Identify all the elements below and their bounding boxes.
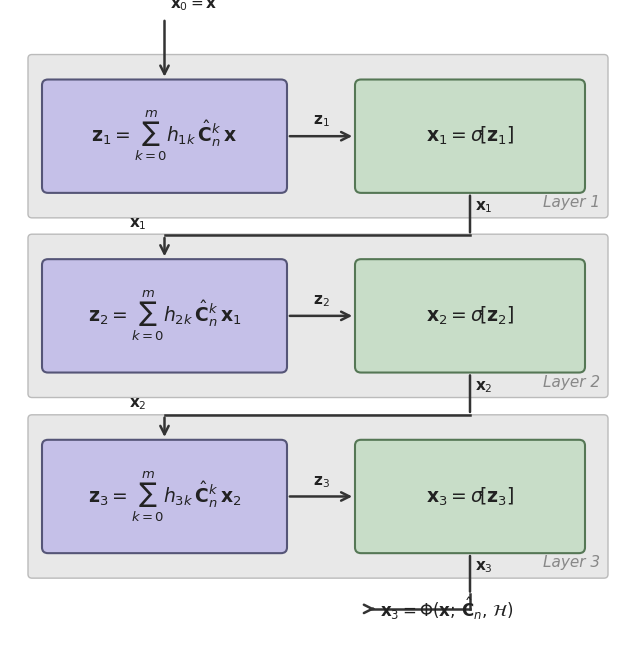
Text: $\mathbf{x}_1$: $\mathbf{x}_1$ (129, 217, 147, 233)
Text: $\mathbf{x}_3 = \Phi(\mathbf{x};\,\hat{\mathbf{C}}_n,\,\mathcal{H})$: $\mathbf{x}_3 = \Phi(\mathbf{x};\,\hat{\… (380, 595, 513, 622)
Text: $\mathbf{x}_3$: $\mathbf{x}_3$ (475, 560, 493, 576)
Text: $\mathbf{x}_3 = \sigma\!\left[\mathbf{z}_3\right]$: $\mathbf{x}_3 = \sigma\!\left[\mathbf{z}… (426, 485, 514, 508)
Text: $\mathbf{z}_1$: $\mathbf{z}_1$ (312, 114, 330, 130)
FancyBboxPatch shape (355, 259, 585, 373)
FancyBboxPatch shape (42, 259, 287, 373)
FancyBboxPatch shape (42, 79, 287, 193)
FancyBboxPatch shape (28, 234, 608, 398)
Text: $\mathbf{z}_3 = \sum_{k=0}^{m} h_{3k}\,\hat{\mathbf{C}}_n^k\,\mathbf{x}_2$: $\mathbf{z}_3 = \sum_{k=0}^{m} h_{3k}\,\… (88, 470, 241, 523)
FancyBboxPatch shape (28, 415, 608, 578)
Text: $\mathbf{x}_2$: $\mathbf{x}_2$ (129, 396, 147, 412)
Text: $\mathbf{z}_1 = \sum_{k=0}^{m} h_{1k}\,\hat{\mathbf{C}}_n^k\,\mathbf{x}$: $\mathbf{z}_1 = \sum_{k=0}^{m} h_{1k}\,\… (92, 109, 237, 163)
Text: $\mathbf{x}_2$: $\mathbf{x}_2$ (475, 379, 493, 395)
Text: $\mathbf{z}_3$: $\mathbf{z}_3$ (312, 474, 330, 490)
Text: $\mathbf{x}_0 = \mathbf{x}$: $\mathbf{x}_0 = \mathbf{x}$ (170, 0, 217, 13)
Text: $\mathbf{z}_2$: $\mathbf{z}_2$ (313, 293, 330, 309)
Text: $\mathbf{x}_2 = \sigma\!\left[\mathbf{z}_2\right]$: $\mathbf{x}_2 = \sigma\!\left[\mathbf{z}… (426, 305, 514, 327)
Text: $\mathbf{x}_1$: $\mathbf{x}_1$ (475, 199, 493, 215)
Text: $\mathbf{z}_2 = \sum_{k=0}^{m} h_{2k}\,\hat{\mathbf{C}}_n^k\,\mathbf{x}_1$: $\mathbf{z}_2 = \sum_{k=0}^{m} h_{2k}\,\… (88, 289, 241, 343)
FancyBboxPatch shape (28, 54, 608, 218)
Text: $\mathbf{x}_1 = \sigma\!\left[\mathbf{z}_1\right]$: $\mathbf{x}_1 = \sigma\!\left[\mathbf{z}… (426, 125, 514, 147)
Text: Layer 1: Layer 1 (543, 195, 600, 210)
FancyBboxPatch shape (355, 440, 585, 553)
Text: Layer 3: Layer 3 (543, 555, 600, 571)
FancyBboxPatch shape (42, 440, 287, 553)
Text: Layer 2: Layer 2 (543, 375, 600, 390)
FancyBboxPatch shape (355, 79, 585, 193)
